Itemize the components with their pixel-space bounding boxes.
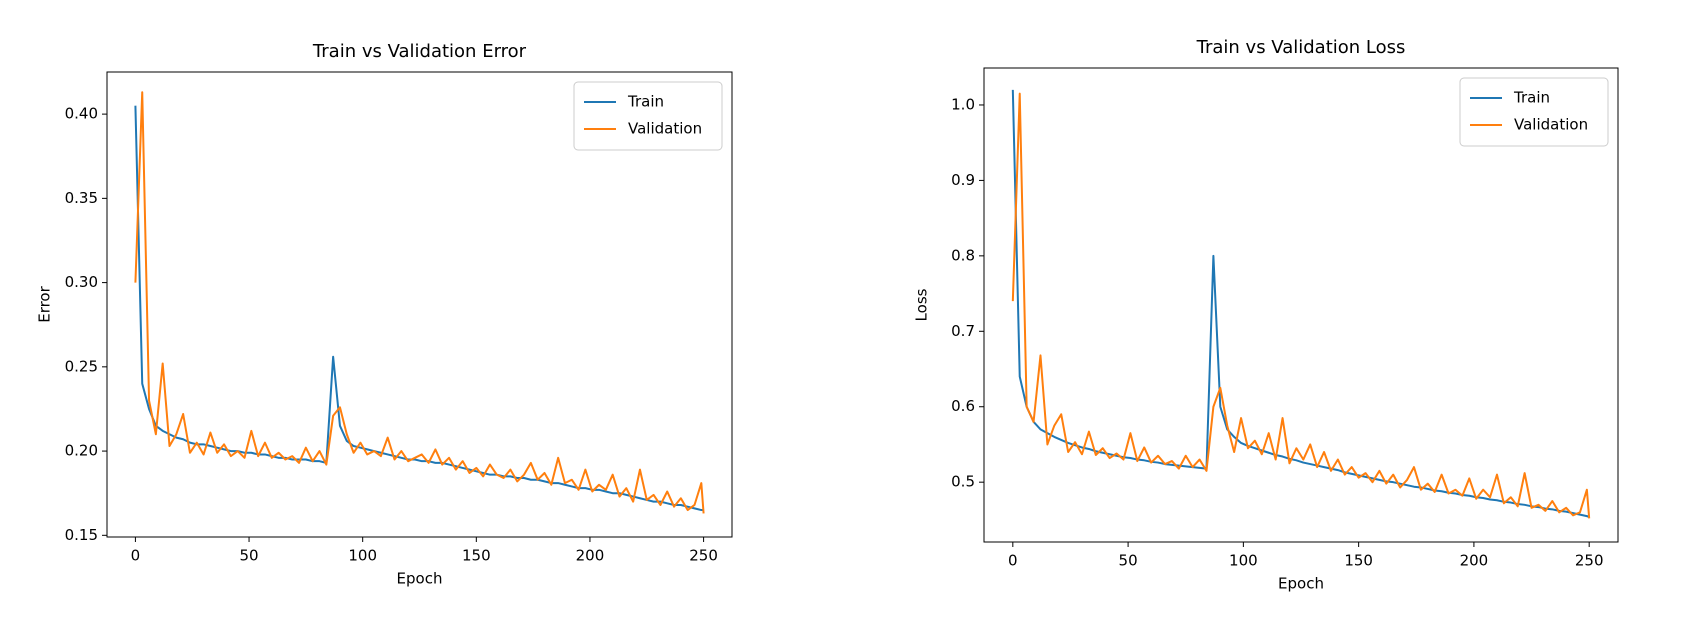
y-tick-label: 0.8 (951, 246, 975, 264)
x-axis-label: Epoch (1278, 575, 1324, 593)
x-tick-label: 250 (1575, 552, 1604, 570)
legend-box (1459, 77, 1609, 147)
chart: 0 50 100 150 200 250 0.15 0.20 0.25 0.30 0.35 0.40 T… (36, 41, 733, 588)
x-tick-label: 100 (348, 547, 377, 565)
chart: 0 50 100 150 200 250 0.5 0.6 0.7 0.8 0.9 1.0 Train v… (913, 37, 1619, 593)
y-tick-label: 0.9 (951, 171, 975, 189)
y-tick-label: 1.0 (951, 95, 975, 113)
plot-frame (106, 71, 733, 538)
legend-label: Validation (628, 120, 702, 138)
y-axis-label: Loss (913, 288, 931, 321)
y-tick-label: 0.5 (951, 473, 975, 491)
y-tick-label: 0.35 (65, 189, 98, 207)
x-axis-label: Epoch (397, 570, 443, 588)
plot-frame (983, 67, 1619, 543)
x-tick-label: 0 (1008, 552, 1018, 570)
y-tick-label: 0.25 (65, 357, 98, 375)
legend-label: Train (627, 93, 664, 111)
x-tick-label: 200 (1460, 552, 1489, 570)
x-tick-label: 150 (462, 547, 491, 565)
y-tick-label: 0.7 (951, 322, 975, 340)
y-tick-label: 0.15 (65, 526, 98, 544)
x-tick-label: 250 (689, 547, 718, 565)
series-line (134, 91, 705, 514)
legend-label: Train (1513, 89, 1550, 107)
x-tick-label: 200 (576, 547, 605, 565)
series-line (1011, 89, 1590, 518)
x-tick-label: 0 (131, 547, 141, 565)
chart-title: Train vs Validation Error (312, 41, 527, 62)
x-tick-label: 100 (1229, 552, 1258, 570)
x-tick-label: 50 (239, 547, 258, 565)
y-axis-label: Error (36, 285, 54, 322)
y-tick-label: 0.30 (65, 273, 98, 291)
x-tick-label: 50 (1119, 552, 1138, 570)
chart-title: Train vs Validation Loss (1196, 37, 1406, 58)
legend: Train Validation (573, 81, 723, 151)
y-tick-label: 0.6 (951, 397, 975, 415)
series-line (134, 105, 704, 512)
y-tick-label: 0.20 (65, 442, 98, 460)
series-line (1011, 92, 1591, 519)
legend-box (573, 81, 723, 151)
legend: Train Validation (1459, 77, 1609, 147)
legend-label: Validation (1514, 116, 1588, 134)
x-tick-label: 150 (1344, 552, 1373, 570)
y-tick-label: 0.40 (65, 105, 98, 123)
